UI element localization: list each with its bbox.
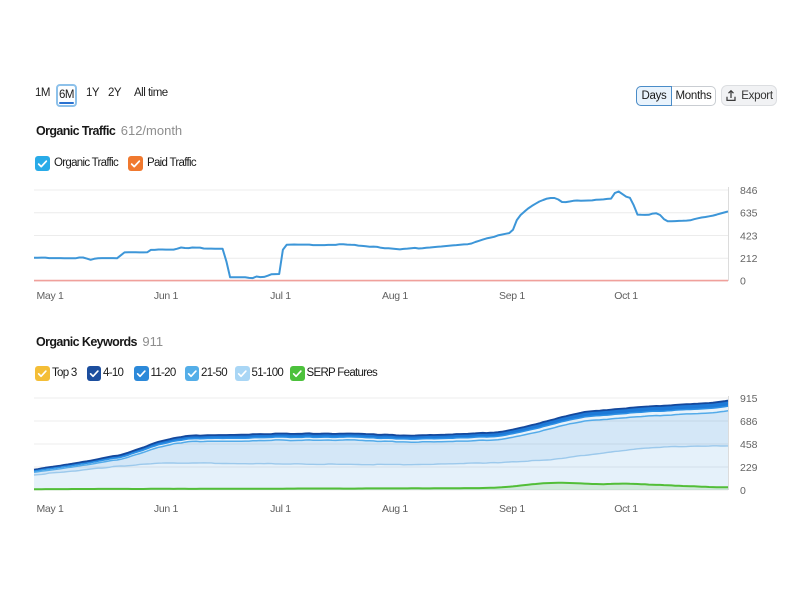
svg-text:212: 212 — [740, 253, 758, 265]
svg-text:Sep 1: Sep 1 — [499, 290, 525, 302]
svg-text:Oct 1: Oct 1 — [614, 290, 638, 302]
svg-text:Sep 1: Sep 1 — [499, 503, 525, 515]
svg-text:915: 915 — [740, 393, 758, 405]
svg-text:Aug 1: Aug 1 — [382, 503, 408, 515]
svg-text:Jul 1: Jul 1 — [270, 290, 291, 302]
svg-text:846: 846 — [740, 185, 758, 197]
svg-text:Aug 1: Aug 1 — [382, 290, 408, 302]
svg-text:229: 229 — [740, 462, 758, 474]
svg-text:Oct 1: Oct 1 — [614, 503, 638, 515]
svg-text:Jul 1: Jul 1 — [270, 503, 291, 515]
svg-text:0: 0 — [740, 485, 746, 497]
svg-text:Jun 1: Jun 1 — [154, 503, 179, 515]
svg-text:0: 0 — [740, 276, 746, 288]
svg-text:635: 635 — [740, 208, 758, 220]
svg-text:Jun 1: Jun 1 — [154, 290, 179, 302]
svg-text:423: 423 — [740, 231, 758, 243]
svg-text:686: 686 — [740, 416, 758, 428]
svg-text:May 1: May 1 — [36, 503, 64, 515]
svg-text:May 1: May 1 — [36, 290, 64, 302]
svg-text:458: 458 — [740, 439, 758, 451]
